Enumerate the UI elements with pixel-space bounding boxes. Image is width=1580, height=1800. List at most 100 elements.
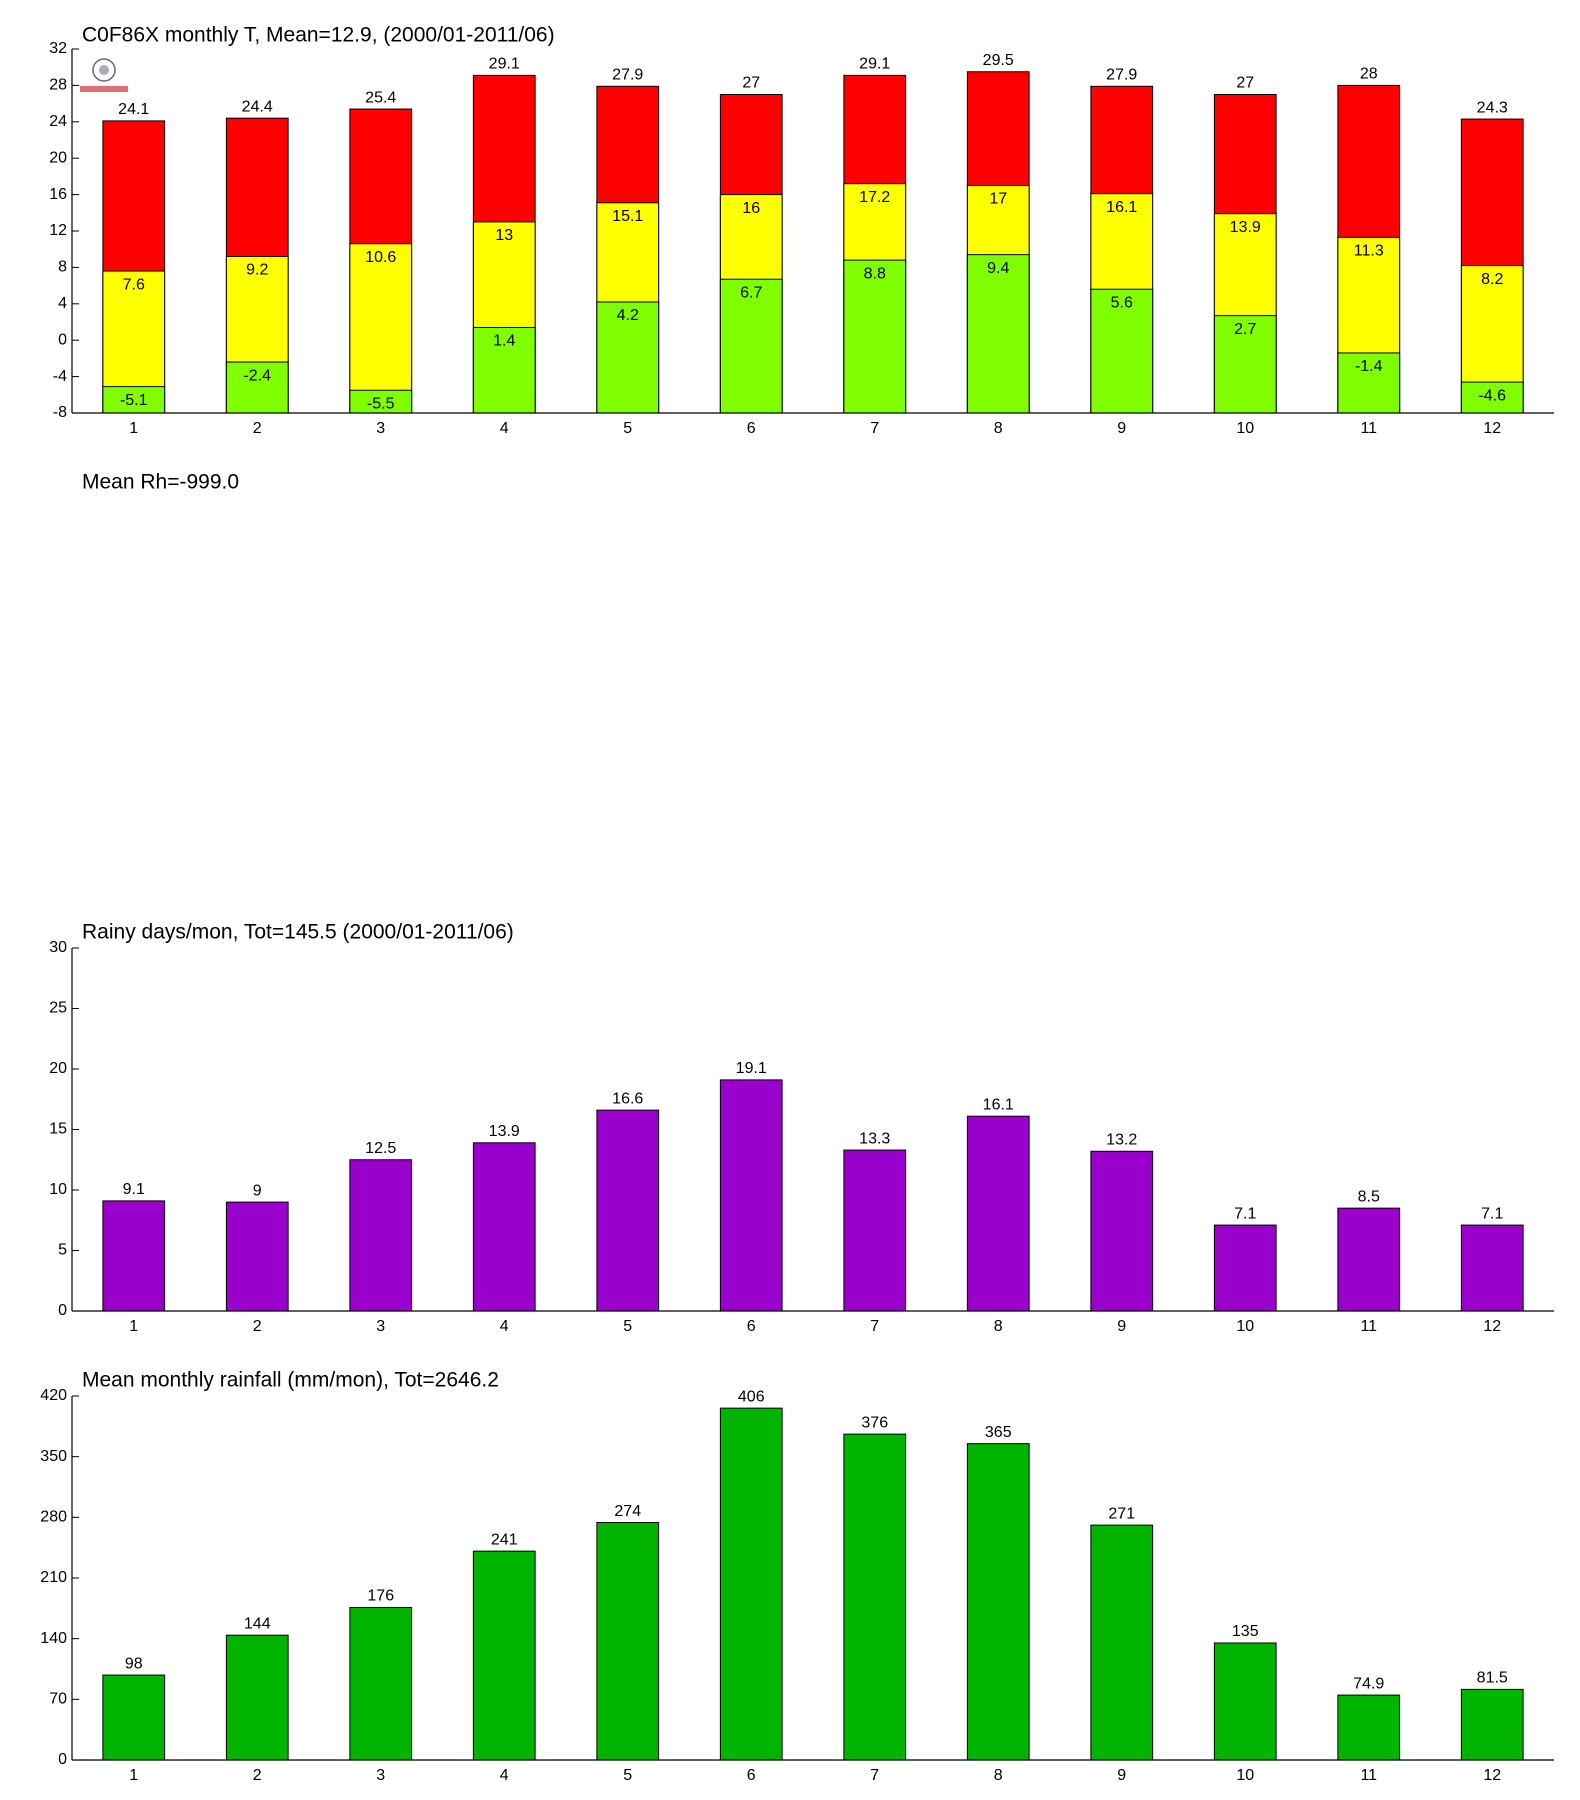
data-label: 27.9 [1106,67,1137,84]
x-tick-label: 1 [129,1767,138,1784]
data-label: 17 [989,191,1007,208]
data-label: -4.6 [1478,387,1506,404]
data-label: -5.5 [367,395,395,412]
data-label: 176 [367,1588,394,1605]
bar [225,1634,289,1761]
bar [1090,1150,1154,1312]
bar [1337,1207,1401,1312]
bar [843,259,907,414]
data-label: -5.1 [120,392,148,409]
data-label: 28 [1360,66,1378,83]
x-tick-label: 3 [376,1767,385,1784]
data-label: 1.4 [493,333,515,350]
x-tick-label: 1 [129,1318,138,1335]
bar [102,1200,166,1312]
data-label: 7.1 [1234,1205,1256,1222]
data-label: 24.3 [1477,99,1508,116]
data-label: 9.1 [123,1181,145,1198]
data-label: 144 [244,1615,271,1632]
logo [80,58,128,92]
chart-title: Mean Rh=-999.0 [82,471,239,494]
data-label: 29.1 [489,56,520,73]
data-label: 5.6 [1111,294,1133,311]
data-label: 16 [742,200,760,217]
data-label: 2.7 [1234,321,1256,338]
bar [472,1550,536,1761]
data-label: 29.5 [983,52,1014,69]
y-tick-label: 25 [49,1000,67,1017]
x-tick-label: 3 [376,420,385,437]
y-tick-label: 210 [40,1569,67,1586]
x-tick-label: 2 [253,1318,262,1335]
y-tick-label: 20 [49,149,67,166]
y-tick-label: 15 [49,1121,67,1138]
x-tick-label: 6 [747,420,756,437]
bar [719,278,783,414]
bar [596,1522,660,1761]
y-tick-label: 16 [49,186,67,203]
data-label: 27.9 [612,67,643,84]
y-tick-label: 5 [58,1242,67,1259]
x-tick-label: 3 [376,1318,385,1335]
bar [1213,1642,1277,1761]
data-label: 6.7 [740,284,762,301]
data-label: 241 [491,1531,518,1548]
y-tick-label: 20 [49,1060,67,1077]
bar [596,1109,660,1312]
data-label: 19.1 [736,1060,767,1077]
data-label: 25.4 [365,89,396,106]
x-tick-label: 1 [129,420,138,437]
x-tick-label: 12 [1483,1767,1501,1784]
bar [349,1159,413,1312]
y-tick-label: -4 [53,368,67,385]
x-tick-label: 2 [253,1767,262,1784]
bar [472,326,536,414]
data-label: 8.8 [864,265,886,282]
data-label: 7.1 [1481,1205,1503,1222]
y-tick-label: 28 [49,77,67,94]
chart-title: C0F86X monthly T, Mean=12.9, (2000/01-20… [82,24,555,47]
bar [1337,1694,1401,1761]
x-tick-label: 9 [1117,420,1126,437]
data-label: 16.1 [983,1096,1014,1113]
y-tick-label: 32 [49,40,67,57]
bar [1090,288,1154,414]
x-tick-label: 12 [1483,1318,1501,1335]
bar [1213,315,1277,414]
data-label: 406 [738,1388,765,1405]
y-tick-label: 140 [40,1630,67,1647]
y-tick-label: 10 [49,1181,67,1198]
x-tick-label: 7 [870,420,879,437]
data-label: 10.6 [365,249,396,266]
data-label: 17.2 [859,189,890,206]
chart-title: Rainy days/mon, Tot=145.5 (2000/01-2011/… [82,921,514,944]
y-tick-label: 0 [58,331,67,348]
x-tick-label: 9 [1117,1318,1126,1335]
y-tick-label: 280 [40,1509,67,1526]
x-tick-label: 10 [1236,1318,1254,1335]
data-label: 376 [861,1414,888,1431]
x-tick-label: 11 [1360,1318,1377,1335]
x-tick-label: 4 [500,1318,509,1335]
data-label: 16.1 [1106,199,1137,216]
x-tick-label: 4 [500,1767,509,1784]
x-tick-label: 2 [253,420,262,437]
x-tick-label: 5 [623,1767,632,1784]
data-label: 9.4 [987,260,1009,277]
data-label: 98 [125,1655,143,1672]
data-label: 24.4 [242,98,273,115]
data-label: 11.3 [1354,243,1384,260]
data-label: 13 [495,227,513,244]
data-label: 16.6 [612,1090,643,1107]
data-label: 365 [985,1424,1012,1441]
data-label: 135 [1232,1623,1259,1640]
x-tick-label: 8 [994,420,1003,437]
x-tick-label: 5 [623,420,632,437]
y-tick-label: 4 [58,295,67,312]
y-tick-label: -8 [53,404,67,421]
bar [843,1433,907,1761]
x-tick-label: 9 [1117,1767,1126,1784]
bar [966,254,1030,414]
data-label: 24.1 [118,101,149,118]
data-label: 12.5 [365,1140,396,1157]
